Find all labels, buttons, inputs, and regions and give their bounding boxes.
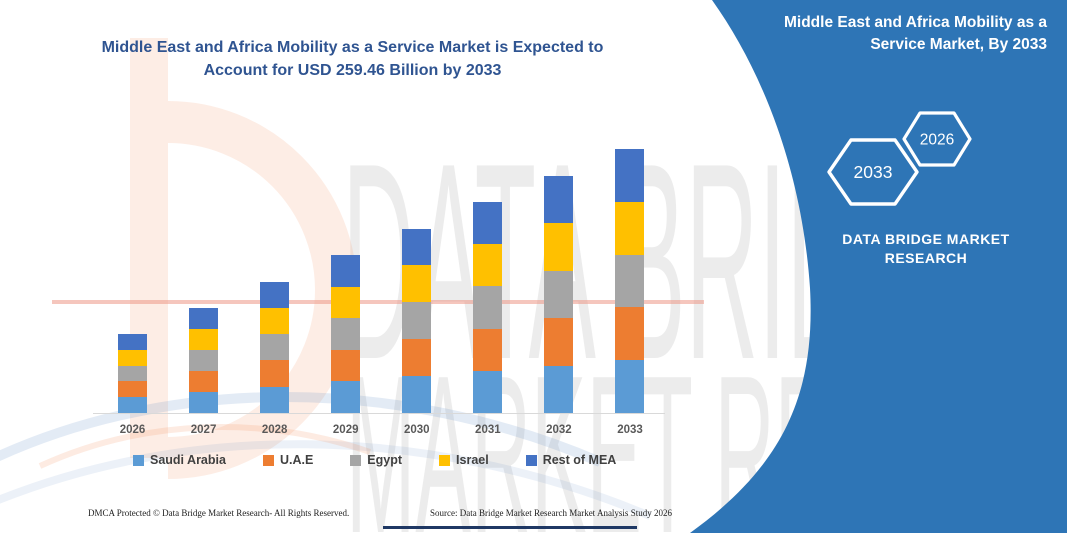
legend-item-israel: Israel: [439, 453, 489, 467]
bar-segment-egypt-2033: [615, 254, 645, 308]
swoosh-peach: [38, 424, 371, 469]
legend-marker-u-a-e: [262, 454, 274, 466]
bar-segment-u-a-e-2026: [118, 381, 147, 398]
x-axis-label-2032: 2032: [546, 424, 572, 436]
bar-segment-saudi-arabia-2026: [118, 397, 147, 413]
x-axis-label-2033: 2033: [617, 424, 643, 436]
bar-segment-saudi-arabia-2030: [402, 376, 432, 413]
bar-segment-u-a-e-2028: [260, 360, 290, 387]
side-panel-curve: [690, 0, 1067, 533]
x-axis-label-2028: 2028: [261, 424, 288, 436]
bar-segment-u-a-e-2033: [615, 307, 645, 361]
bar-segment-israel-2032: [544, 223, 574, 271]
bar-segment-egypt-2029: [331, 318, 361, 350]
bar-segment-rest-of-mea-2030: [402, 228, 432, 266]
x-axis-label-2029: 2029: [332, 424, 359, 436]
bar-segment-u-a-e-2030: [402, 339, 432, 377]
chart-title-line1: Middle East and Africa Mobility as a Ser…: [101, 39, 604, 56]
legend-marker-rest-of-mea: [525, 454, 537, 466]
bar-2033: [615, 149, 645, 413]
x-axis-label-2026: 2026: [119, 424, 146, 436]
side-panel-title: Middle East and Africa Mobility as a Ser…: [735, 12, 1047, 55]
legend-marker-egypt: [350, 454, 362, 466]
bar-segment-israel-2031: [473, 244, 503, 287]
bar-segment-egypt-2028: [260, 334, 290, 361]
bar-segment-rest-of-mea-2027: [189, 307, 219, 329]
bar-segment-egypt-2030: [402, 302, 432, 340]
bar-segment-israel-2030: [402, 265, 432, 303]
chart-title: Middle East and Africa Mobility as a Ser…: [75, 36, 630, 82]
legend-item-saudi-arabia: Saudi Arabia: [133, 453, 226, 467]
bar-segment-rest-of-mea-2026: [118, 334, 147, 350]
year-badges: 2026 2033: [827, 111, 972, 206]
legend-label-egypt: Egypt: [367, 453, 403, 467]
bar-segment-u-a-e-2029: [331, 349, 361, 382]
bar-segment-israel-2028: [260, 307, 290, 335]
bar-segment-u-a-e-2032: [544, 318, 574, 366]
legend: Saudi Arabia U.A.E Egypt Israel Rest of MEA: [133, 453, 616, 467]
bar-2027: [189, 307, 219, 413]
legend-item-egypt: Egypt: [350, 453, 402, 467]
badge-base-year-label: 2026: [920, 132, 954, 149]
bar-segment-u-a-e-2031: [473, 328, 503, 371]
bar-segment-saudi-arabia-2031: [473, 370, 503, 413]
bar-segment-israel-2029: [331, 286, 361, 319]
bar-segment-saudi-arabia-2032: [544, 365, 574, 413]
bar-segment-rest-of-mea-2028: [260, 281, 290, 308]
side-panel-title-line1: Middle East and Africa Mobility as a: [784, 14, 1047, 31]
legend-item-rest-of-mea: Rest of MEA: [525, 453, 617, 467]
brand-line1: DATA BRIDGE MARKET: [842, 231, 1010, 247]
bar-2028: [260, 281, 290, 413]
bar-segment-egypt-2032: [544, 270, 574, 318]
bar-segment-israel-2027: [189, 328, 219, 350]
badge-forecast-year-label: 2033: [854, 162, 893, 182]
bar-segment-u-a-e-2027: [189, 370, 219, 392]
footer-source: Source: Data Bridge Market Research Mark…: [430, 508, 672, 518]
swoosh-blue-2: [0, 440, 652, 520]
bar-segment-rest-of-mea-2031: [473, 202, 503, 245]
bar-2030: [402, 228, 432, 413]
side-panel-title-line2: Service Market, By 2033: [870, 35, 1047, 53]
bar-2031: [473, 202, 503, 413]
logo-bridge-line: [52, 300, 704, 304]
bar-segment-egypt-2026: [118, 365, 147, 382]
legend-label-saudi-arabia: Saudi Arabia: [150, 453, 226, 467]
bar-segment-saudi-arabia-2033: [615, 360, 645, 413]
bar-2026: [118, 334, 147, 413]
x-axis-label-2031: 2031: [475, 424, 501, 436]
legend-label-israel: Israel: [456, 453, 489, 467]
hexagon-badge-2033: [827, 138, 919, 206]
hexagon-badge-2026: [902, 111, 972, 167]
bar-2029: [331, 255, 361, 413]
bar-segment-egypt-2027: [189, 349, 219, 371]
brand-line2: RESEARCH: [884, 250, 968, 266]
legend-label-u-a-e: U.A.E: [279, 453, 314, 467]
legend-item-u-a-e: U.A.E: [262, 453, 314, 467]
chart-title-line2: Account for USD 259.46 Billion by 2033: [203, 62, 502, 79]
brand-name: DATA BRIDGE MARKET RESEARCH: [795, 230, 1057, 268]
bar-segment-saudi-arabia-2028: [260, 386, 290, 413]
bar-segment-israel-2026: [118, 349, 147, 366]
x-axis-label-2027: 2027: [190, 424, 217, 436]
bar-segment-israel-2033: [615, 201, 645, 255]
legend-marker-israel: [439, 454, 451, 466]
bar-segment-rest-of-mea-2033: [615, 149, 645, 202]
bar-segment-egypt-2031: [473, 286, 503, 329]
footer-divider: [383, 526, 637, 529]
footer-copyright: DMCA Protected © Data Bridge Market Rese…: [88, 508, 350, 518]
legend-marker-saudi-arabia: [133, 454, 144, 466]
legend-label-rest-of-mea: Rest of MEA: [542, 453, 617, 467]
bar-segment-saudi-arabia-2027: [189, 391, 219, 413]
bar-segment-rest-of-mea-2032: [544, 175, 574, 223]
x-axis-label-2030: 2030: [403, 424, 430, 436]
x-axis-line: [93, 413, 665, 414]
bar-segment-rest-of-mea-2029: [331, 255, 361, 287]
bar-segment-saudi-arabia-2029: [331, 381, 361, 413]
bar-2032: [544, 175, 574, 413]
